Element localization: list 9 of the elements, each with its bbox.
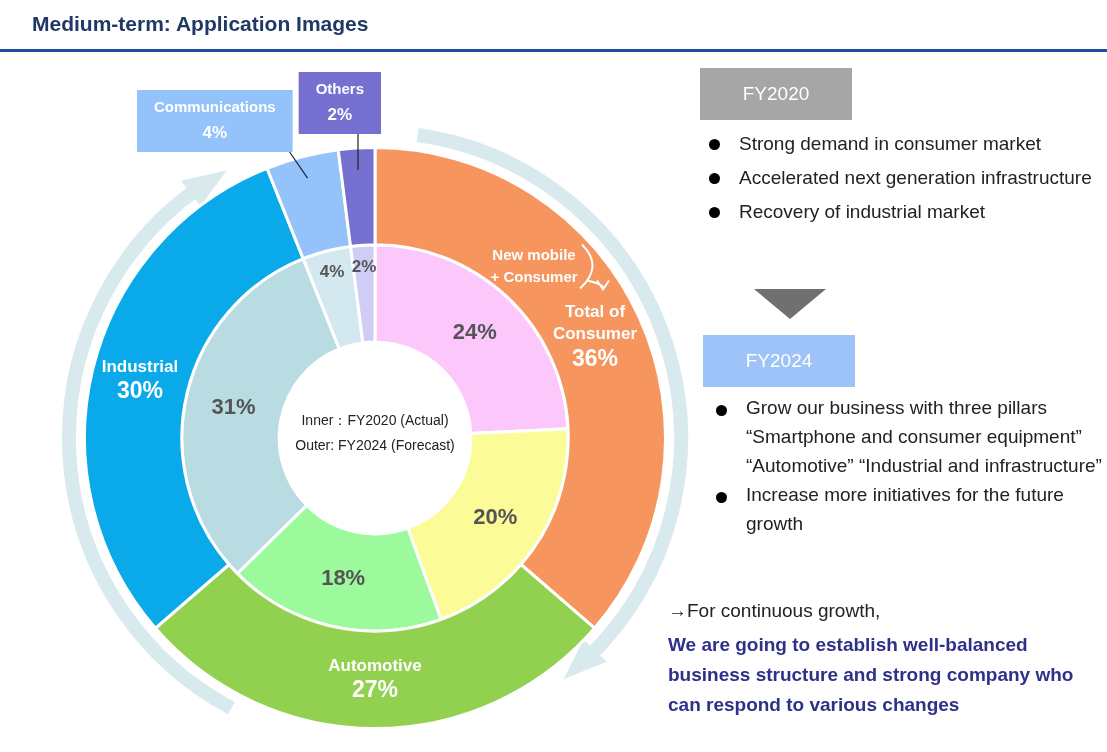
text: FY2024 [703, 335, 855, 387]
text: Recovery of industrial market [739, 195, 1103, 229]
text: We are going to establish well-balanced business structure and strong company who can respond to various changes [668, 633, 1075, 717]
text: Strong demand in consumer market [739, 127, 1103, 161]
text: Grow our business with three pillars “Smartphone and consumer equipment” “Automotive” “Industrial and infrastructure” [746, 393, 1102, 480]
text: →For continuous growth, [668, 600, 881, 622]
text: FY2020 [700, 68, 852, 120]
text: Accelerated next generation infrastructure [739, 161, 1103, 195]
text: Increase more initiatives for the future growth [746, 480, 1102, 538]
